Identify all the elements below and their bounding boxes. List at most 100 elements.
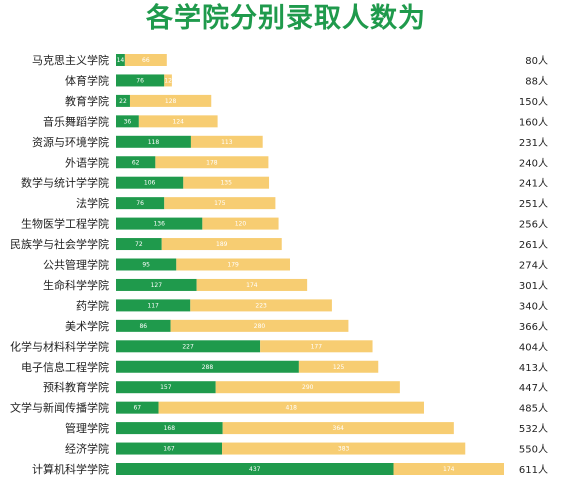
- category-label: 生命科学学院: [43, 278, 109, 292]
- bar-segment-series-1: [116, 422, 223, 435]
- category-label: 音乐舞蹈学院: [43, 114, 109, 128]
- bar-value-label-series-2: 383: [338, 446, 350, 453]
- bar-segment-series-1: [116, 340, 261, 353]
- bar-segment-series-2: [161, 238, 282, 251]
- total-label: 231人: [519, 137, 548, 149]
- bar-segment-series-1: [116, 197, 165, 210]
- total-label: 241人: [519, 178, 548, 190]
- bar-value-label-series-1: 14: [117, 57, 125, 64]
- category-label: 美术学院: [65, 319, 109, 333]
- bar-value-label-series-1: 67: [133, 405, 141, 412]
- total-label: 256人: [519, 219, 548, 231]
- bar-segment-series-1: [116, 135, 191, 148]
- category-label: 法学院: [76, 196, 109, 210]
- category-label: 化学与材料科学学院: [10, 339, 109, 353]
- total-label: 532人: [519, 423, 548, 435]
- bar-segment-series-1: [116, 278, 197, 291]
- bar-segment-series-2: [138, 115, 218, 128]
- bar-segment-series-2: [190, 299, 332, 312]
- bar-segment-series-1: [116, 360, 299, 373]
- bar-segment-series-2: [129, 94, 212, 107]
- bar-segment-series-2: [124, 54, 167, 66]
- bar-value-label-series-2: 174: [246, 282, 258, 289]
- category-label: 教育学院: [65, 94, 109, 108]
- bar-value-label-series-2: 135: [220, 180, 232, 187]
- category-label: 体育学院: [65, 73, 109, 87]
- bar-segment-series-1: [116, 401, 159, 414]
- bar-value-label-series-2: 128: [165, 98, 177, 105]
- bar-value-label-series-2: 179: [227, 262, 239, 269]
- bar-value-label-series-2: 12: [164, 77, 172, 84]
- total-label: 251人: [519, 198, 548, 210]
- bar-segment-series-1: [116, 238, 162, 251]
- bar-value-label-series-2: 418: [286, 405, 298, 412]
- bar-segment-series-1: [116, 217, 203, 230]
- category-label: 预科教育学院: [43, 380, 109, 394]
- bar-value-label-series-1: 62: [132, 159, 140, 166]
- total-label: 88人: [525, 75, 548, 87]
- bar-value-label-series-1: 36: [124, 118, 132, 125]
- bar-value-label-series-2: 125: [333, 364, 345, 371]
- category-label: 文学与新闻传播学院: [10, 401, 109, 415]
- bar-value-label-series-1: 117: [147, 302, 159, 309]
- bar-segment-series-2: [202, 217, 279, 230]
- chart-title: 各学院分别录取人数为: [146, 3, 426, 34]
- bar-value-label-series-1: 227: [182, 343, 194, 350]
- bar-value-label-series-1: 127: [151, 282, 163, 289]
- bar-value-label-series-1: 76: [136, 200, 144, 207]
- bar-value-label-series-2: 177: [311, 343, 323, 350]
- bar-value-label-series-2: 174: [443, 466, 455, 473]
- total-label: 261人: [519, 239, 548, 251]
- total-label: 404人: [519, 341, 548, 353]
- bar-segment-series-2: [222, 422, 454, 435]
- total-label: 150人: [519, 96, 548, 108]
- bar-segment-series-2: [222, 442, 466, 455]
- bar-segment-series-1: [116, 94, 130, 107]
- bar-segment-series-2: [215, 381, 400, 394]
- bar-segment-series-1: [116, 463, 394, 475]
- bar-value-label-series-1: 136: [153, 221, 165, 228]
- total-label: 550人: [519, 444, 548, 456]
- bar-value-label-series-1: 437: [249, 466, 261, 473]
- category-label: 民族学与社会学学院: [10, 237, 109, 251]
- category-label: 数学与统计学学院: [21, 176, 109, 190]
- total-label: 80人: [525, 55, 548, 67]
- total-label: 366人: [519, 321, 548, 333]
- category-label: 电子信息工程学院: [21, 360, 109, 374]
- category-label: 公共管理学院: [43, 258, 109, 272]
- bar-value-label-series-2: 120: [235, 221, 247, 228]
- bar-value-label-series-2: 178: [206, 159, 218, 166]
- bar-segment-series-2: [164, 74, 172, 87]
- total-label: 447人: [519, 382, 548, 394]
- bar-segment-series-1: [116, 299, 191, 312]
- bar-value-label-series-2: 113: [221, 139, 233, 146]
- bar-value-label-series-1: 72: [135, 241, 143, 248]
- bar-segment-series-1: [116, 381, 216, 394]
- bar-segment-series-2: [260, 340, 373, 353]
- bar-value-label-series-2: 189: [216, 241, 228, 248]
- bar-segment-series-1: [116, 442, 223, 455]
- bar-segment-series-1: [116, 54, 125, 66]
- bar-value-label-series-2: 124: [173, 118, 185, 125]
- category-label: 生物医学工程学院: [21, 217, 109, 231]
- total-label: 301人: [519, 280, 548, 292]
- bar-value-label-series-1: 288: [202, 364, 214, 371]
- category-label: 马克思主义学院: [32, 53, 109, 67]
- bar-segment-series-1: [116, 258, 177, 271]
- bar-segment-series-2: [158, 401, 424, 414]
- bar-value-label-series-1: 22: [119, 98, 127, 105]
- category-label: 药学院: [76, 298, 109, 312]
- bar-segment-series-1: [116, 176, 184, 189]
- bar-segment-series-1: [116, 74, 165, 87]
- category-label: 经济学院: [65, 442, 109, 456]
- bar-value-label-series-2: 223: [255, 302, 267, 309]
- total-label: 340人: [519, 300, 548, 312]
- bar-value-label-series-1: 76: [136, 77, 144, 84]
- total-label: 160人: [519, 116, 548, 128]
- bar-value-label-series-1: 157: [160, 384, 172, 391]
- bar-segment-series-1: [116, 115, 139, 128]
- bar-segment-series-1: [116, 319, 171, 332]
- bar-segment-series-1: [116, 156, 156, 169]
- bar-value-label-series-1: 106: [144, 180, 156, 187]
